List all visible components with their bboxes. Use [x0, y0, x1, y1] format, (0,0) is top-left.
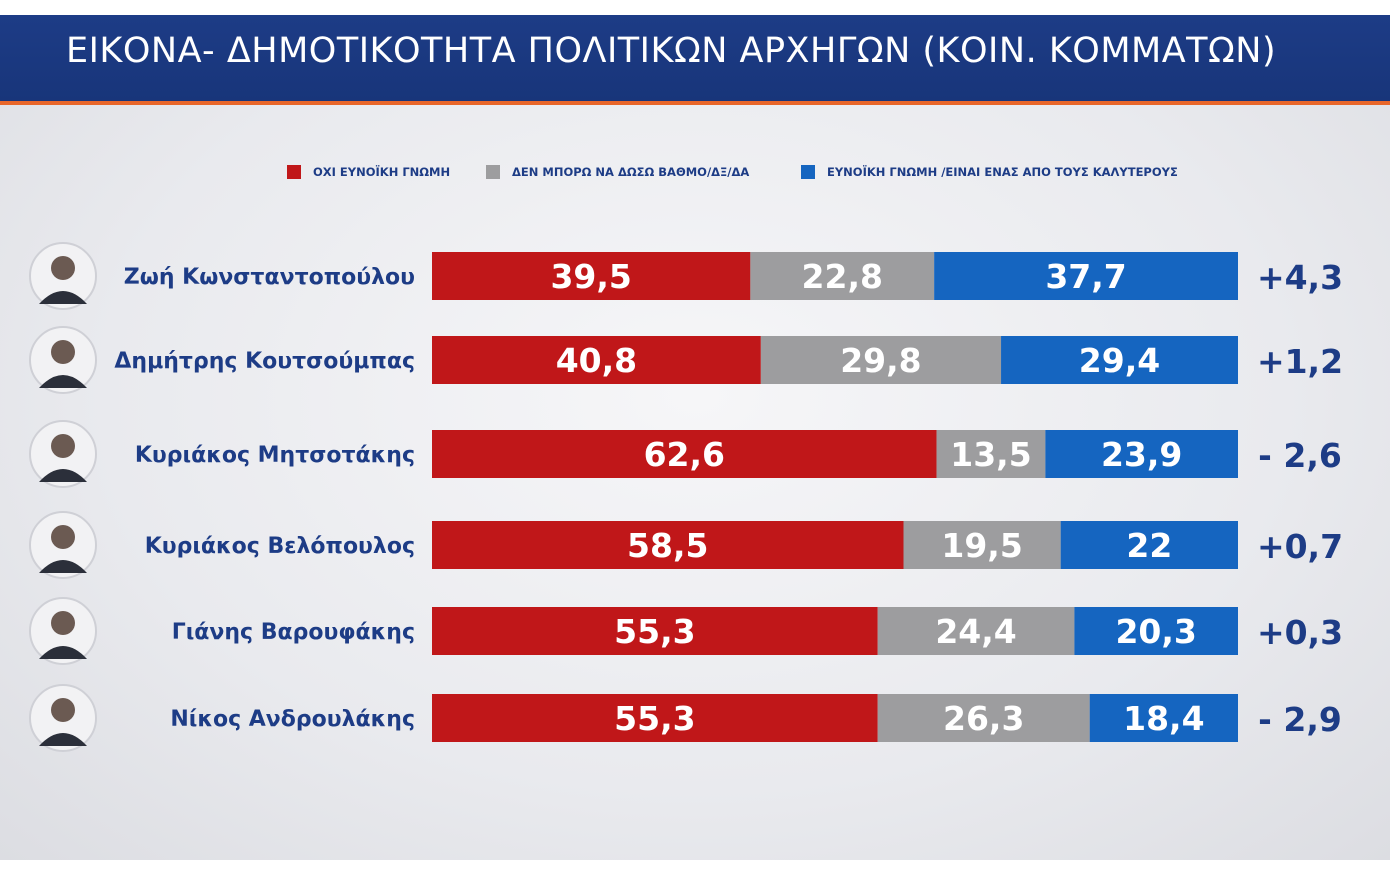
legend-swatch-neutral	[486, 165, 500, 179]
data-label: 19,5	[941, 526, 1022, 565]
data-label: 40,8	[556, 341, 637, 380]
legend-swatch-positive	[801, 165, 815, 179]
data-label: 29,8	[840, 341, 921, 380]
change-label: +4,3	[1257, 258, 1343, 297]
avatar-konstantopoulou-head	[51, 256, 75, 280]
bar-segment	[432, 336, 761, 384]
avatar-androulakis-head	[51, 698, 75, 722]
data-label: 55,3	[614, 699, 695, 738]
row-label: Κυριάκος Βελόπουλος	[145, 534, 415, 559]
legend-label-positive: ΕΥΝΟΪΚΗ ΓΝΩΜΗ /ΕΙΝΑΙ ΕΝΑΣ ΑΠΟ ΤΟΥΣ ΚΑΛΥΤ…	[827, 165, 1178, 179]
row-label: Γιάνης Βαρουφάκης	[172, 620, 415, 645]
avatar-varoufakis-shoulders	[39, 646, 87, 659]
avatar-konstantopoulou-shoulders	[39, 291, 87, 304]
data-label: 24,4	[935, 612, 1016, 651]
bar-segment	[1089, 694, 1238, 742]
header-bar: ΕΙΚΟΝΑ- ΔΗΜΟΤΙΚΟΤΗΤΑ ΠΟΛΙΤΙΚΩΝ ΑΡΧΗΓΩΝ (…	[0, 15, 1390, 105]
bar-segment	[877, 607, 1075, 655]
avatar-androulakis-shoulders	[39, 733, 87, 746]
row-label: Κυριάκος Μητσοτάκης	[135, 443, 415, 468]
data-label: 18,4	[1123, 699, 1204, 738]
bar-segment	[432, 607, 878, 655]
data-label: 13,5	[950, 435, 1031, 474]
change-label: +1,2	[1257, 342, 1343, 381]
bar-segment	[903, 521, 1061, 569]
data-label: 55,3	[614, 612, 695, 651]
bar-segment	[432, 252, 751, 300]
data-label: 37,7	[1045, 257, 1126, 296]
change-label: - 2,6	[1258, 436, 1342, 475]
bar-segment	[750, 252, 935, 300]
data-label: 26,3	[943, 699, 1024, 738]
legend-item-neutral: ΔΕΝ ΜΠΟΡΩ ΝΑ ΔΩΣΩ ΒΑΘΜΟ/ΔΞ/ΔΑ	[486, 161, 749, 183]
bar-segment	[1001, 336, 1238, 384]
bar-segment	[1045, 430, 1238, 478]
change-label: +0,7	[1257, 527, 1343, 566]
avatar-koutsoumpas-shoulders	[39, 375, 87, 388]
row-label: Δημήτρης Κουτσούμπας	[114, 349, 415, 374]
avatar-mitsotakis-head	[51, 434, 75, 458]
data-label: 62,6	[644, 435, 725, 474]
row-label: Νίκος Ανδρουλάκης	[170, 707, 415, 732]
data-label: 39,5	[550, 257, 631, 296]
bar-segment	[936, 430, 1046, 478]
bar-segment	[760, 336, 1002, 384]
row-label: Ζωή Κωνσταντοπούλου	[124, 265, 415, 290]
data-label: 23,9	[1101, 435, 1182, 474]
bar-segment	[1074, 607, 1238, 655]
legend: ΟΧΙ ΕΥΝΟΪΚΗ ΓΝΩΜΗ ΔΕΝ ΜΠΟΡΩ ΝΑ ΔΩΣΩ ΒΑΘΜ…	[0, 161, 1390, 183]
data-label: 20,3	[1115, 612, 1196, 651]
legend-item-negative: ΟΧΙ ΕΥΝΟΪΚΗ ΓΝΩΜΗ	[287, 161, 450, 183]
legend-item-positive: ΕΥΝΟΪΚΗ ΓΝΩΜΗ /ΕΙΝΑΙ ΕΝΑΣ ΑΠΟ ΤΟΥΣ ΚΑΛΥΤ…	[801, 161, 1178, 183]
change-label: +0,3	[1257, 613, 1343, 652]
page-title: ΕΙΚΟΝΑ- ΔΗΜΟΤΙΚΟΤΗΤΑ ΠΟΛΙΤΙΚΩΝ ΑΡΧΗΓΩΝ (…	[66, 31, 1277, 71]
bar-segment	[432, 430, 937, 478]
bar-segment	[1060, 521, 1238, 569]
bar-segment	[432, 521, 904, 569]
avatar-mitsotakis-shoulders	[39, 469, 87, 482]
avatar-velopoulos-shoulders	[39, 560, 87, 573]
bar-segment	[934, 252, 1238, 300]
avatar-velopoulos-head	[51, 525, 75, 549]
data-label: 22	[1126, 526, 1172, 565]
legend-label-negative: ΟΧΙ ΕΥΝΟΪΚΗ ΓΝΩΜΗ	[313, 165, 451, 179]
legend-label-neutral: ΔΕΝ ΜΠΟΡΩ ΝΑ ΔΩΣΩ ΒΑΘΜΟ/ΔΞ/ΔΑ	[512, 165, 750, 179]
data-label: 22,8	[802, 257, 883, 296]
legend-swatch-negative	[287, 165, 301, 179]
bar-segment	[432, 694, 878, 742]
avatar-varoufakis-head	[51, 611, 75, 635]
change-label: - 2,9	[1258, 700, 1342, 739]
bar-segment	[877, 694, 1090, 742]
data-label: 29,4	[1079, 341, 1160, 380]
data-label: 58,5	[627, 526, 708, 565]
avatar-koutsoumpas-head	[51, 340, 75, 364]
